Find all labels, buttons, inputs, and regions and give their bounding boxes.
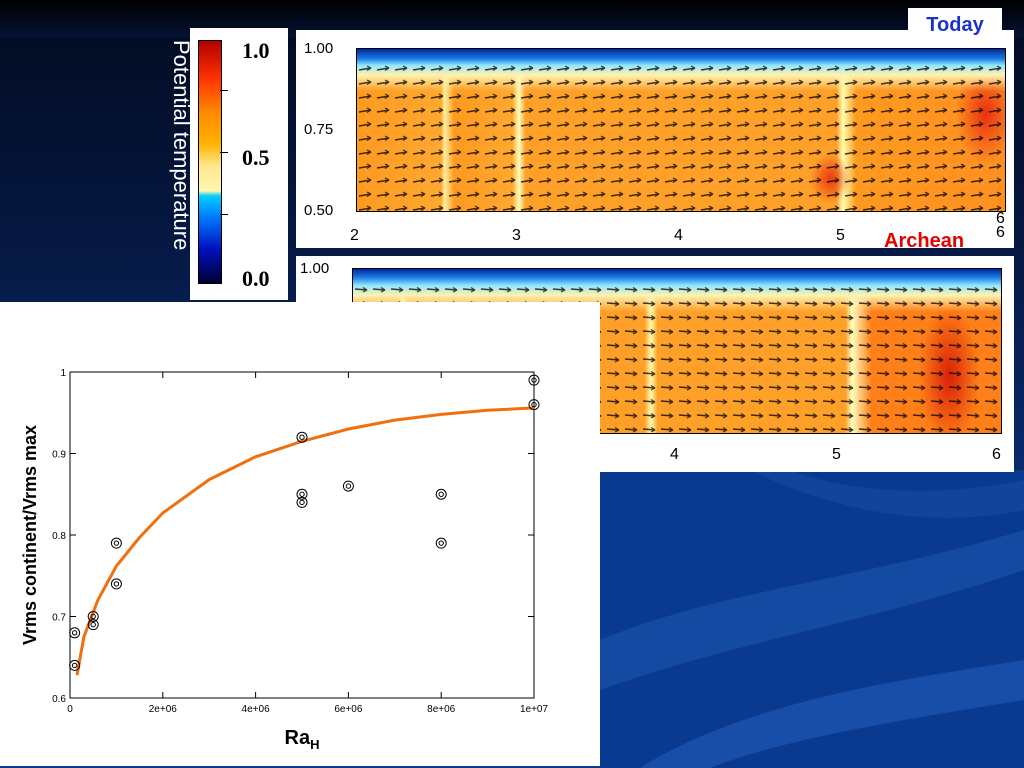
today-field-plot [356,48,1006,212]
today-xtick-label: 2 [350,227,359,244]
data-point [110,578,122,590]
today-label: Today [908,8,1002,42]
colorbar-tick [220,90,228,91]
archean-ytick-label: 1.00 [300,260,330,277]
data-point [296,488,308,500]
x-tick-label: 0 [67,704,73,715]
x-tick-label: 1e+07 [520,704,549,715]
archean-xtick-label: 6 [992,446,1001,463]
data-point [87,611,99,622]
archean-xtick-label: 5 [832,446,841,463]
today-ytick-label: 1.00 [304,40,334,57]
archean-label: Archean [884,230,965,252]
x-tick-label: 6e+06 [334,704,363,715]
data-point [87,619,99,631]
data-point [296,431,308,443]
data-point [69,659,81,671]
y-tick-label: 0.7 [52,613,66,624]
data-point [528,399,540,411]
y-tick-label: 0.8 [52,531,66,542]
data-point [69,627,81,639]
fit-curve [75,406,535,676]
y-tick-label: 0.9 [52,450,66,461]
colorbar-tick [220,152,228,153]
today-xtick-label: 5 [836,227,845,244]
archean-xtick-label: 4 [670,446,679,463]
data-point [435,537,447,549]
archean-corner-tick-label: 6 [996,224,1005,241]
today-velocity-arrows [357,61,1005,211]
data-point [296,496,308,508]
today-xtick-label: 6 [996,210,1005,227]
x-tick-label: 8e+06 [427,704,456,715]
x-tick-label: 4e+06 [242,704,271,715]
data-point [110,537,122,549]
y-axis-label: Vrms continent/Vrms max [20,425,40,645]
today-xtick-label: 3 [512,227,521,244]
today-ytick-label: 0.75 [304,121,334,138]
y-tick-label: 0.6 [52,694,66,705]
colorbar-tick [220,214,228,215]
today-xtick-label: 4 [674,227,683,244]
background-swoosh [600,470,1024,768]
colorbar-tick-label: 1.0 [242,38,270,63]
scatter-panel [0,302,600,766]
data-point [342,480,354,492]
today-ytick-label: 0.50 [304,202,334,219]
colorbar-tick-label: 0.0 [242,266,270,291]
x-tick-label: 2e+06 [149,704,178,715]
colorbar-tick-label: 0.5 [242,145,270,170]
x-axis-label: RaH [285,727,320,752]
colorbar-gradient [198,40,222,284]
y-tick-label: 1 [60,368,66,379]
scatter-chart: 0 2e+06 4e+06 6e+06 8e+06 1e+07 0.6 0.7 0.8 0.9 1… [20,368,549,752]
plot-frame [69,371,535,699]
data-point [528,374,540,386]
data-point [435,488,447,500]
